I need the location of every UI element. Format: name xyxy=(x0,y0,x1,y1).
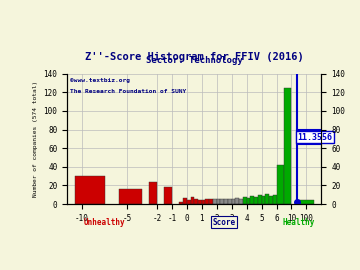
Bar xyxy=(239,198,243,204)
Bar xyxy=(149,182,157,204)
Bar xyxy=(262,196,265,204)
Bar xyxy=(187,200,190,204)
Bar xyxy=(213,200,217,204)
Text: The Research Foundation of SUNY: The Research Foundation of SUNY xyxy=(70,89,186,94)
Bar xyxy=(247,198,250,204)
Text: Unhealthy: Unhealthy xyxy=(84,218,125,227)
Bar xyxy=(299,200,314,204)
Bar xyxy=(120,189,142,204)
Text: 11.3556: 11.3556 xyxy=(298,133,333,141)
Bar xyxy=(258,195,262,204)
Text: Healthy: Healthy xyxy=(283,218,315,227)
Bar xyxy=(284,88,292,204)
Bar xyxy=(183,198,187,204)
Bar xyxy=(202,200,206,204)
Bar xyxy=(224,200,228,204)
Bar xyxy=(179,202,183,204)
Bar xyxy=(165,187,172,204)
Bar xyxy=(190,197,194,204)
Bar xyxy=(232,200,235,204)
Bar xyxy=(75,176,104,204)
Bar xyxy=(228,198,232,204)
Text: Score: Score xyxy=(213,218,236,227)
Bar xyxy=(209,200,213,204)
Bar xyxy=(206,198,209,204)
Bar xyxy=(235,198,239,204)
Bar xyxy=(220,200,224,204)
Bar xyxy=(276,165,284,204)
Bar xyxy=(243,197,247,204)
Bar xyxy=(194,198,198,204)
Bar xyxy=(254,197,258,204)
Bar xyxy=(265,194,269,204)
Text: ©www.textbiz.org: ©www.textbiz.org xyxy=(70,77,130,83)
Bar xyxy=(273,195,276,204)
Y-axis label: Number of companies (574 total): Number of companies (574 total) xyxy=(33,81,38,197)
Bar xyxy=(198,200,202,204)
Text: Sector: Technology: Sector: Technology xyxy=(146,56,243,65)
Bar xyxy=(269,196,273,204)
Bar xyxy=(250,196,254,204)
Bar xyxy=(217,198,220,204)
Title: Z''-Score Histogram for FFIV (2016): Z''-Score Histogram for FFIV (2016) xyxy=(85,52,303,62)
